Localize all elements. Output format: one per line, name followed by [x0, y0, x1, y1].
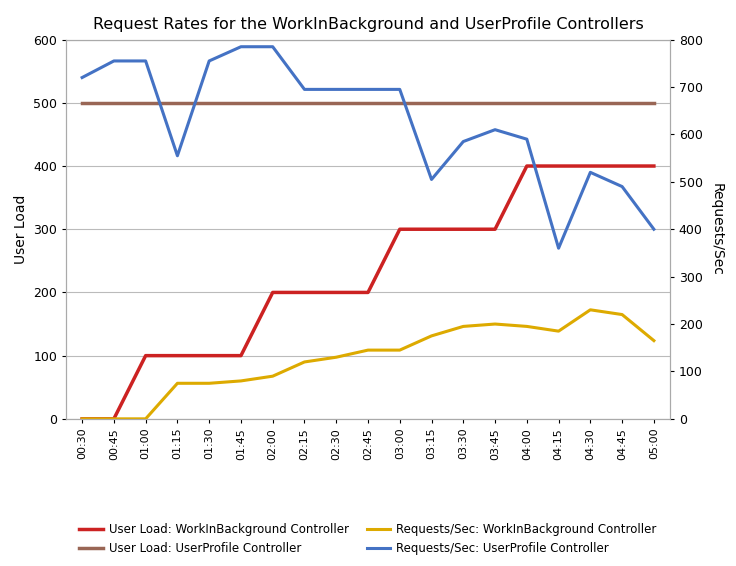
User Load: UserProfile Controller: (18, 500): UserProfile Controller: (18, 500)	[649, 100, 658, 106]
User Load: WorkInBackground Controller: (9, 200): WorkInBackground Controller: (9, 200)	[364, 289, 372, 296]
User Load: UserProfile Controller: (7, 500): UserProfile Controller: (7, 500)	[300, 100, 309, 106]
Requests/Sec: UserProfile Controller: (18, 400): UserProfile Controller: (18, 400)	[649, 226, 658, 233]
Legend: User Load: WorkInBackground Controller, User Load: UserProfile Controller, Reque: User Load: WorkInBackground Controller, …	[75, 519, 661, 560]
User Load: WorkInBackground Controller: (16, 400): WorkInBackground Controller: (16, 400)	[586, 162, 595, 169]
Requests/Sec: UserProfile Controller: (15, 360): UserProfile Controller: (15, 360)	[554, 245, 563, 252]
User Load: WorkInBackground Controller: (5, 100): WorkInBackground Controller: (5, 100)	[236, 352, 245, 359]
Requests/Sec: WorkInBackground Controller: (9, 145): WorkInBackground Controller: (9, 145)	[364, 347, 372, 354]
Requests/Sec: UserProfile Controller: (2, 755): UserProfile Controller: (2, 755)	[141, 58, 150, 65]
User Load: WorkInBackground Controller: (6, 200): WorkInBackground Controller: (6, 200)	[269, 289, 277, 296]
User Load: WorkInBackground Controller: (17, 400): WorkInBackground Controller: (17, 400)	[618, 162, 626, 169]
User Load: WorkInBackground Controller: (1, 0): WorkInBackground Controller: (1, 0)	[110, 415, 118, 422]
User Load: WorkInBackground Controller: (14, 400): WorkInBackground Controller: (14, 400)	[523, 162, 531, 169]
Requests/Sec: WorkInBackground Controller: (14, 195): WorkInBackground Controller: (14, 195)	[523, 323, 531, 330]
Requests/Sec: WorkInBackground Controller: (15, 185): WorkInBackground Controller: (15, 185)	[554, 328, 563, 335]
Requests/Sec: WorkInBackground Controller: (16, 230): WorkInBackground Controller: (16, 230)	[586, 306, 595, 313]
Y-axis label: User Load: User Load	[14, 195, 28, 264]
Requests/Sec: WorkInBackground Controller: (8, 130): WorkInBackground Controller: (8, 130)	[332, 354, 341, 361]
User Load: WorkInBackground Controller: (8, 200): WorkInBackground Controller: (8, 200)	[332, 289, 341, 296]
User Load: WorkInBackground Controller: (11, 300): WorkInBackground Controller: (11, 300)	[427, 226, 436, 233]
Requests/Sec: WorkInBackground Controller: (11, 175): WorkInBackground Controller: (11, 175)	[427, 332, 436, 339]
User Load: UserProfile Controller: (9, 500): UserProfile Controller: (9, 500)	[364, 100, 372, 106]
Requests/Sec: WorkInBackground Controller: (18, 165): WorkInBackground Controller: (18, 165)	[649, 337, 658, 344]
User Load: UserProfile Controller: (16, 500): UserProfile Controller: (16, 500)	[586, 100, 595, 106]
Requests/Sec: UserProfile Controller: (12, 585): UserProfile Controller: (12, 585)	[459, 138, 467, 145]
User Load: UserProfile Controller: (11, 500): UserProfile Controller: (11, 500)	[427, 100, 436, 106]
Requests/Sec: WorkInBackground Controller: (17, 220): WorkInBackground Controller: (17, 220)	[618, 311, 626, 318]
User Load: UserProfile Controller: (8, 500): UserProfile Controller: (8, 500)	[332, 100, 341, 106]
User Load: WorkInBackground Controller: (18, 400): WorkInBackground Controller: (18, 400)	[649, 162, 658, 169]
User Load: WorkInBackground Controller: (0, 0): WorkInBackground Controller: (0, 0)	[78, 415, 87, 422]
Requests/Sec: UserProfile Controller: (5, 785): UserProfile Controller: (5, 785)	[236, 44, 245, 50]
Line: Requests/Sec: UserProfile Controller: Requests/Sec: UserProfile Controller	[82, 47, 654, 248]
Requests/Sec: UserProfile Controller: (8, 695): UserProfile Controller: (8, 695)	[332, 86, 341, 93]
Y-axis label: Requests/Sec: Requests/Sec	[710, 183, 723, 276]
Title: Request Rates for the WorkInBackground and UserProfile Controllers: Request Rates for the WorkInBackground a…	[93, 16, 643, 32]
User Load: UserProfile Controller: (3, 500): UserProfile Controller: (3, 500)	[173, 100, 182, 106]
Requests/Sec: UserProfile Controller: (4, 755): UserProfile Controller: (4, 755)	[205, 58, 213, 65]
User Load: UserProfile Controller: (10, 500): UserProfile Controller: (10, 500)	[395, 100, 404, 106]
User Load: UserProfile Controller: (14, 500): UserProfile Controller: (14, 500)	[523, 100, 531, 106]
Requests/Sec: UserProfile Controller: (17, 490): UserProfile Controller: (17, 490)	[618, 183, 626, 190]
User Load: WorkInBackground Controller: (7, 200): WorkInBackground Controller: (7, 200)	[300, 289, 309, 296]
Requests/Sec: WorkInBackground Controller: (0, 0): WorkInBackground Controller: (0, 0)	[78, 415, 87, 422]
Requests/Sec: WorkInBackground Controller: (10, 145): WorkInBackground Controller: (10, 145)	[395, 347, 404, 354]
User Load: UserProfile Controller: (1, 500): UserProfile Controller: (1, 500)	[110, 100, 118, 106]
Requests/Sec: UserProfile Controller: (3, 555): UserProfile Controller: (3, 555)	[173, 152, 182, 159]
User Load: UserProfile Controller: (5, 500): UserProfile Controller: (5, 500)	[236, 100, 245, 106]
Requests/Sec: WorkInBackground Controller: (4, 75): WorkInBackground Controller: (4, 75)	[205, 380, 213, 387]
Requests/Sec: UserProfile Controller: (14, 590): UserProfile Controller: (14, 590)	[523, 136, 531, 143]
Requests/Sec: UserProfile Controller: (13, 610): UserProfile Controller: (13, 610)	[491, 126, 500, 133]
User Load: WorkInBackground Controller: (12, 300): WorkInBackground Controller: (12, 300)	[459, 226, 467, 233]
User Load: UserProfile Controller: (0, 500): UserProfile Controller: (0, 500)	[78, 100, 87, 106]
User Load: WorkInBackground Controller: (4, 100): WorkInBackground Controller: (4, 100)	[205, 352, 213, 359]
User Load: UserProfile Controller: (2, 500): UserProfile Controller: (2, 500)	[141, 100, 150, 106]
User Load: UserProfile Controller: (4, 500): UserProfile Controller: (4, 500)	[205, 100, 213, 106]
Line: Requests/Sec: WorkInBackground Controller: Requests/Sec: WorkInBackground Controlle…	[82, 310, 654, 419]
Requests/Sec: UserProfile Controller: (9, 695): UserProfile Controller: (9, 695)	[364, 86, 372, 93]
Requests/Sec: WorkInBackground Controller: (5, 80): WorkInBackground Controller: (5, 80)	[236, 378, 245, 384]
Requests/Sec: WorkInBackground Controller: (1, 0): WorkInBackground Controller: (1, 0)	[110, 415, 118, 422]
Requests/Sec: WorkInBackground Controller: (7, 120): WorkInBackground Controller: (7, 120)	[300, 359, 309, 366]
Requests/Sec: WorkInBackground Controller: (12, 195): WorkInBackground Controller: (12, 195)	[459, 323, 467, 330]
User Load: WorkInBackground Controller: (13, 300): WorkInBackground Controller: (13, 300)	[491, 226, 500, 233]
Line: User Load: WorkInBackground Controller: User Load: WorkInBackground Controller	[82, 166, 654, 419]
User Load: WorkInBackground Controller: (3, 100): WorkInBackground Controller: (3, 100)	[173, 352, 182, 359]
User Load: WorkInBackground Controller: (10, 300): WorkInBackground Controller: (10, 300)	[395, 226, 404, 233]
User Load: WorkInBackground Controller: (15, 400): WorkInBackground Controller: (15, 400)	[554, 162, 563, 169]
Requests/Sec: WorkInBackground Controller: (6, 90): WorkInBackground Controller: (6, 90)	[269, 373, 277, 380]
Requests/Sec: UserProfile Controller: (7, 695): UserProfile Controller: (7, 695)	[300, 86, 309, 93]
Requests/Sec: UserProfile Controller: (6, 785): UserProfile Controller: (6, 785)	[269, 44, 277, 50]
Requests/Sec: WorkInBackground Controller: (3, 75): WorkInBackground Controller: (3, 75)	[173, 380, 182, 387]
Requests/Sec: WorkInBackground Controller: (2, 0): WorkInBackground Controller: (2, 0)	[141, 415, 150, 422]
User Load: UserProfile Controller: (13, 500): UserProfile Controller: (13, 500)	[491, 100, 500, 106]
User Load: UserProfile Controller: (15, 500): UserProfile Controller: (15, 500)	[554, 100, 563, 106]
Requests/Sec: UserProfile Controller: (16, 520): UserProfile Controller: (16, 520)	[586, 169, 595, 175]
Requests/Sec: UserProfile Controller: (11, 505): UserProfile Controller: (11, 505)	[427, 176, 436, 183]
Requests/Sec: UserProfile Controller: (0, 720): UserProfile Controller: (0, 720)	[78, 74, 87, 81]
User Load: UserProfile Controller: (17, 500): UserProfile Controller: (17, 500)	[618, 100, 626, 106]
Requests/Sec: WorkInBackground Controller: (13, 200): WorkInBackground Controller: (13, 200)	[491, 320, 500, 327]
Requests/Sec: UserProfile Controller: (1, 755): UserProfile Controller: (1, 755)	[110, 58, 118, 65]
Requests/Sec: UserProfile Controller: (10, 695): UserProfile Controller: (10, 695)	[395, 86, 404, 93]
User Load: UserProfile Controller: (6, 500): UserProfile Controller: (6, 500)	[269, 100, 277, 106]
User Load: WorkInBackground Controller: (2, 100): WorkInBackground Controller: (2, 100)	[141, 352, 150, 359]
User Load: UserProfile Controller: (12, 500): UserProfile Controller: (12, 500)	[459, 100, 467, 106]
